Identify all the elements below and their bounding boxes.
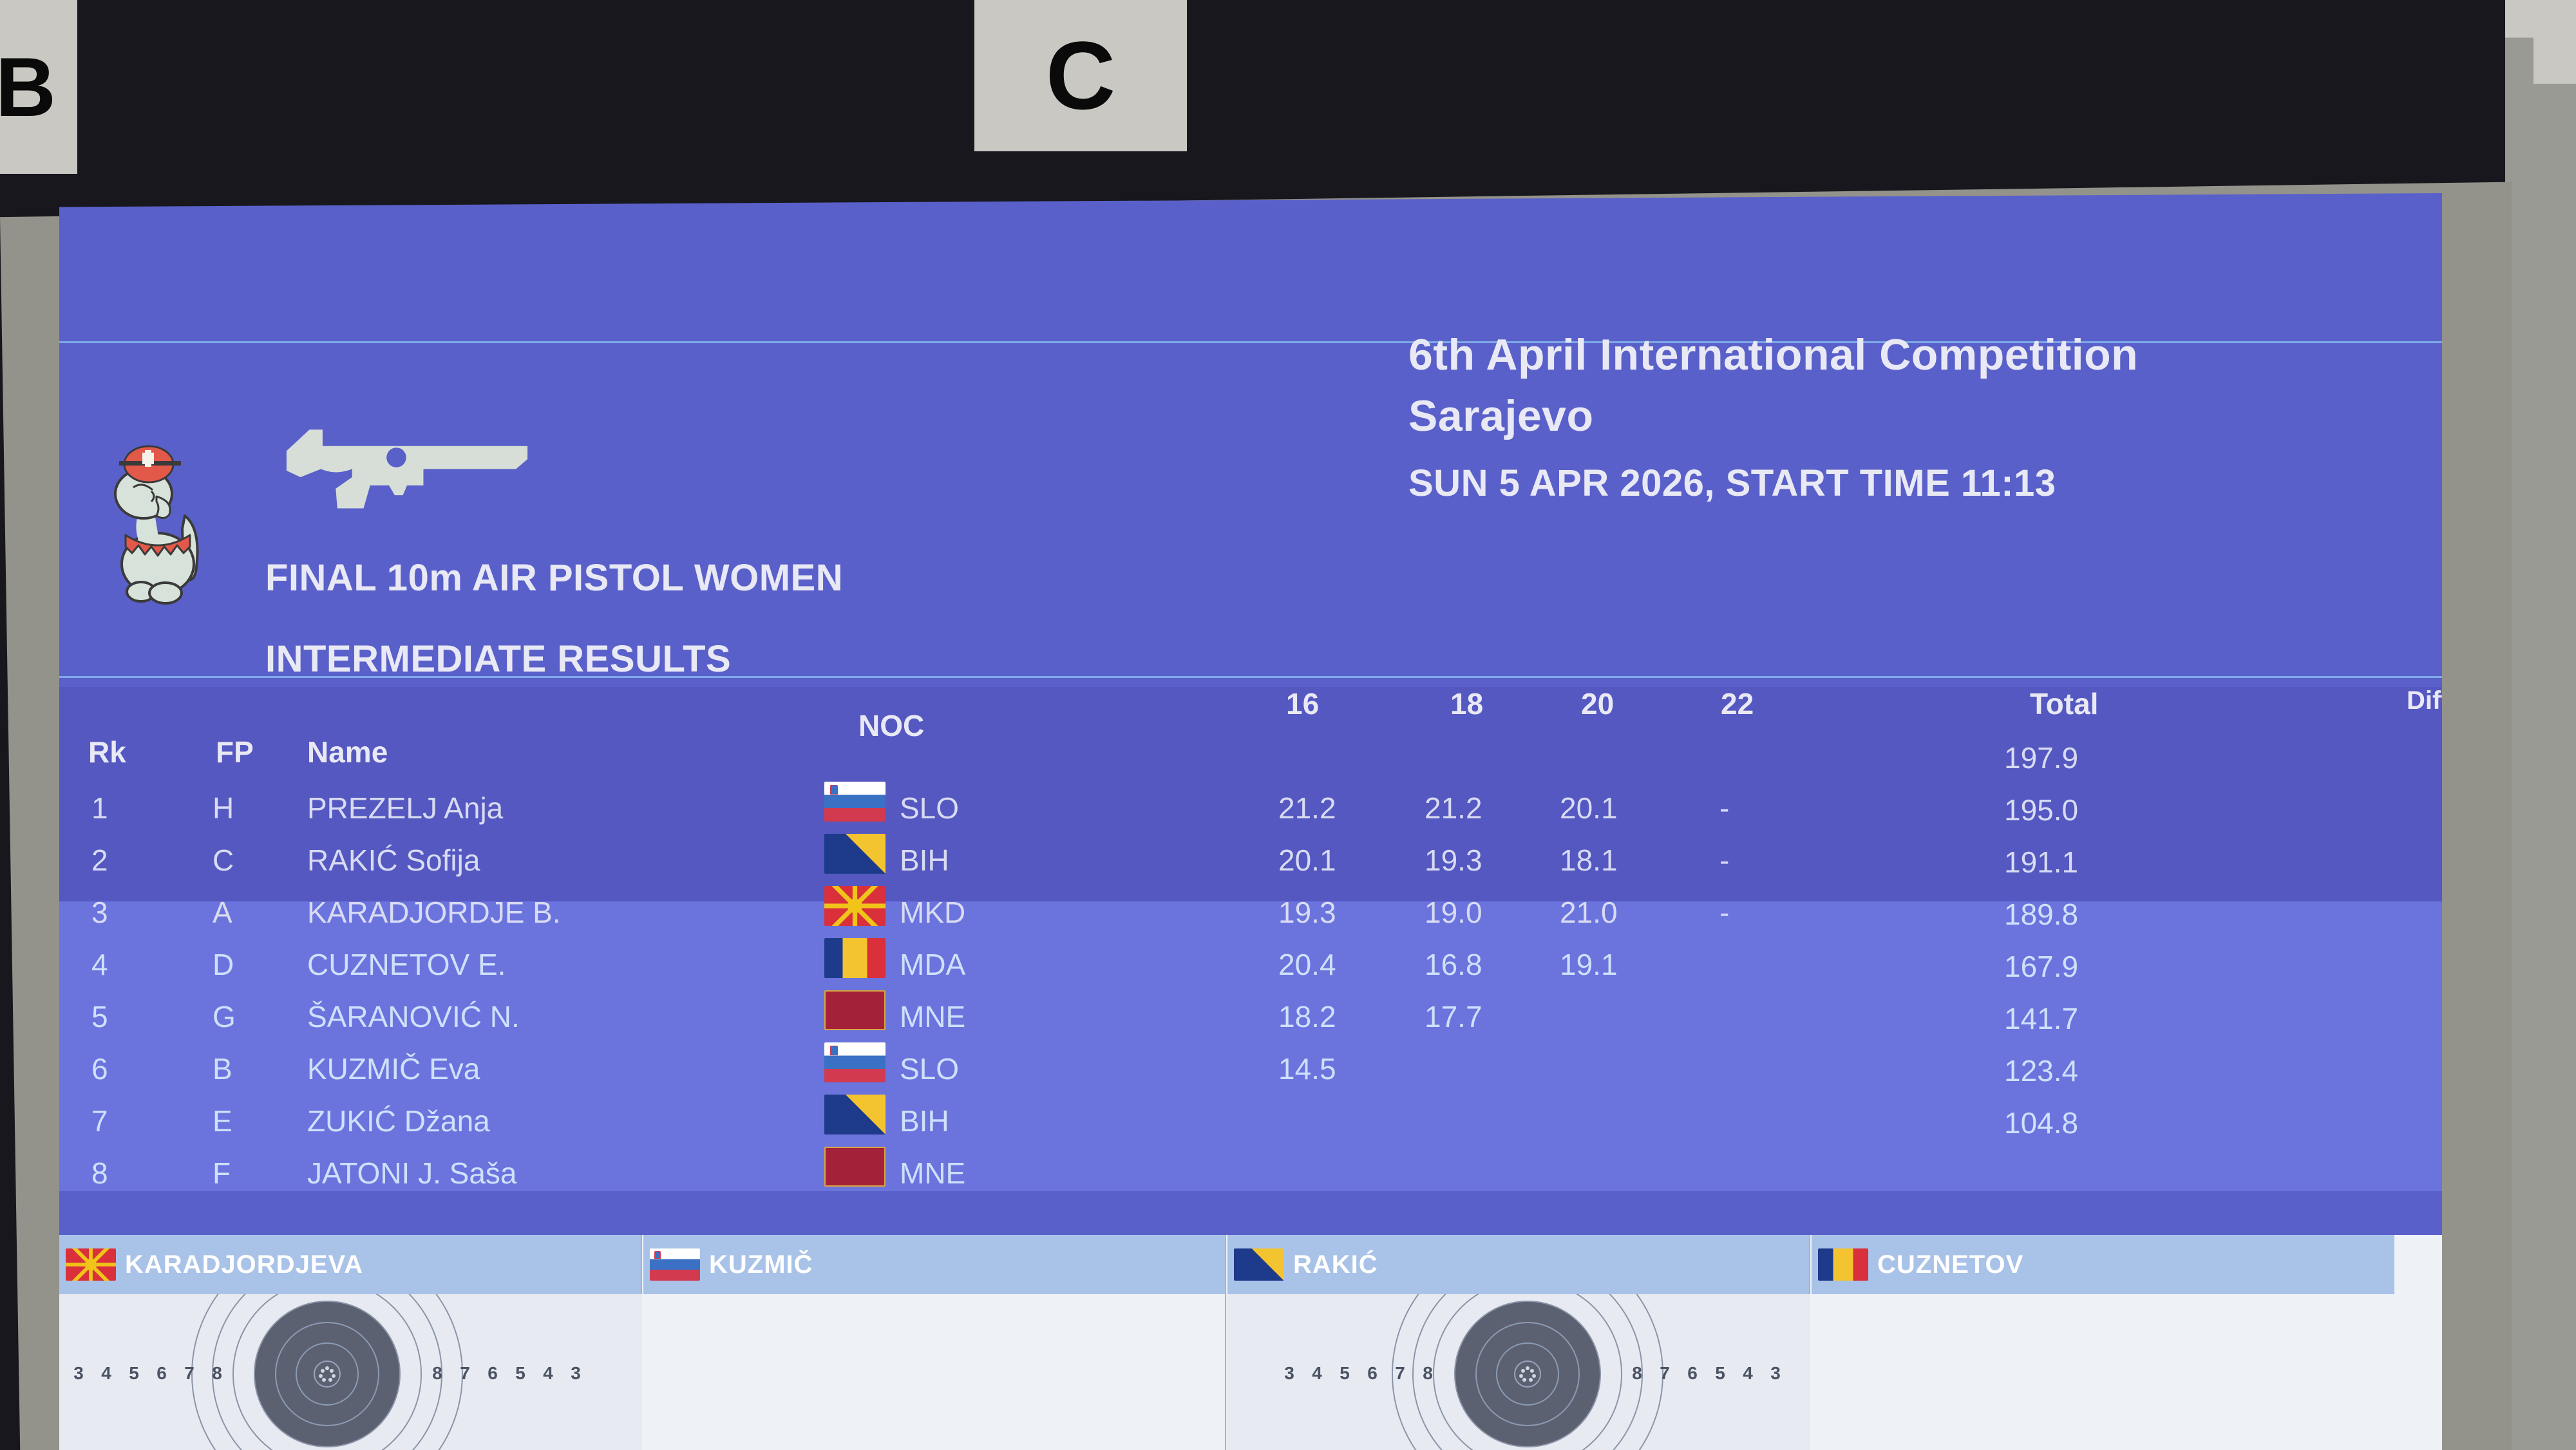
- svg-text:4: 4: [1312, 1363, 1322, 1383]
- svg-text:6: 6: [488, 1363, 498, 1383]
- svg-text:8: 8: [212, 1363, 222, 1383]
- svg-text:5: 5: [129, 1363, 139, 1383]
- svg-text:7: 7: [460, 1363, 470, 1383]
- svg-text:3: 3: [73, 1363, 84, 1383]
- svg-text:5: 5: [515, 1363, 526, 1383]
- svg-text:7: 7: [1395, 1363, 1405, 1383]
- svg-text:5: 5: [1715, 1363, 1725, 1383]
- svg-text:6: 6: [1687, 1363, 1698, 1383]
- svg-text:8: 8: [432, 1363, 442, 1383]
- svg-text:8: 8: [1423, 1363, 1433, 1383]
- svg-text:3: 3: [1770, 1363, 1781, 1383]
- svg-text:7: 7: [184, 1363, 194, 1383]
- svg-text:4: 4: [101, 1363, 111, 1383]
- svg-text:7: 7: [1660, 1363, 1670, 1383]
- svg-text:8: 8: [1632, 1363, 1642, 1383]
- svg-text:3: 3: [571, 1363, 581, 1383]
- svg-text:5: 5: [1340, 1363, 1350, 1383]
- svg-text:4: 4: [543, 1363, 553, 1383]
- svg-text:3: 3: [1284, 1363, 1294, 1383]
- svg-text:6: 6: [156, 1363, 167, 1383]
- svg-text:6: 6: [1367, 1363, 1378, 1383]
- svg-text:4: 4: [1743, 1363, 1753, 1383]
